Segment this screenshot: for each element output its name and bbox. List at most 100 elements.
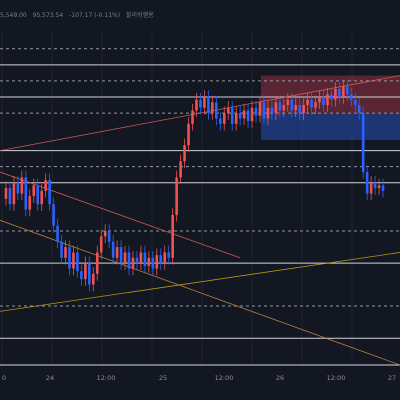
candle-body: [48, 180, 51, 205]
candle-body: [290, 99, 294, 111]
candle-body: [338, 88, 341, 97]
candle-body: [151, 257, 155, 269]
candle-body: [242, 110, 246, 119]
candle-body: [270, 107, 274, 114]
candle-body: [167, 252, 171, 258]
candle-body: [16, 182, 20, 194]
candle-body: [274, 102, 278, 114]
candle-body: [226, 107, 230, 114]
candle-body: [91, 273, 95, 285]
candle-body: [44, 180, 47, 191]
candle-body: [302, 105, 305, 114]
candle-body: [381, 185, 385, 191]
x-tick-label: 12:00: [215, 374, 234, 382]
candle-body: [131, 257, 135, 269]
candle-body: [95, 252, 99, 274]
candle-body: [334, 88, 337, 100]
candle-body: [111, 241, 115, 258]
candle-body: [119, 247, 123, 264]
candle-body: [369, 182, 373, 194]
candle-body: [298, 105, 301, 114]
candle-body: [195, 99, 198, 111]
candle-body: [377, 185, 381, 189]
candle-body: [60, 241, 63, 258]
candle-body: [159, 255, 163, 264]
candle-body: [294, 105, 298, 111]
candle-body: [238, 113, 242, 119]
candle-body: [12, 182, 16, 205]
price-header: 5,549.00 95,573.54 -107.17 (-0.11%) 블리쉬햄…: [0, 10, 158, 24]
candle-body: [64, 247, 67, 258]
candle-body: [56, 225, 59, 242]
candle-body: [115, 247, 119, 258]
price-change: -107.17 (-0.11%): [69, 12, 121, 19]
candle-body: [203, 97, 206, 108]
candle-body: [199, 99, 202, 108]
x-tick-label: 26: [276, 374, 284, 382]
candle-body: [76, 252, 79, 272]
trendline: [0, 75, 400, 151]
candle-body: [84, 263, 87, 280]
candle-body: [28, 196, 32, 210]
trendline: [0, 219, 400, 366]
candle-body: [135, 257, 139, 264]
x-tick-label: 12:00: [97, 374, 116, 382]
candle-body: [266, 107, 270, 119]
candle-body: [99, 236, 103, 253]
candle-body: [8, 188, 12, 205]
candle-body: [314, 102, 317, 108]
candle-body: [318, 97, 321, 103]
candle-body: [191, 110, 194, 124]
candle-body: [88, 263, 91, 285]
candle-body: [4, 188, 8, 199]
price-value-2: 95,573.54: [32, 12, 64, 19]
candle-body: [147, 257, 151, 266]
candle-body: [179, 161, 182, 178]
candle-body: [123, 252, 127, 264]
candle-body: [346, 86, 349, 95]
trendline: [0, 171, 241, 259]
candle-body: [234, 113, 238, 124]
candle-body: [183, 145, 186, 162]
candle-body: [163, 252, 167, 264]
candle-body: [36, 185, 40, 205]
candle-body: [306, 99, 309, 106]
candle-body: [357, 105, 361, 114]
candle-body: [342, 86, 345, 97]
candle-body: [155, 255, 159, 269]
candle-body: [254, 107, 258, 116]
candle-body: [246, 110, 250, 122]
candle-body: [353, 99, 357, 106]
candle-body: [373, 182, 377, 189]
candle-body: [286, 99, 290, 106]
candle-body: [211, 102, 214, 114]
x-tick-label: 24: [46, 374, 54, 382]
x-tick-label: 25: [159, 374, 167, 382]
candle-body: [278, 102, 282, 111]
candle-body: [282, 105, 286, 111]
price-value: 5,549.00: [0, 12, 27, 19]
candle-body: [365, 172, 369, 194]
candle-body: [218, 118, 222, 124]
x-tick-label: 27: [388, 374, 396, 382]
candle-body: [171, 214, 174, 258]
candle-body: [103, 231, 107, 237]
candle-body: [207, 97, 210, 114]
candle-body: [52, 204, 55, 226]
candle-body: [250, 107, 254, 122]
candle-body: [349, 94, 353, 100]
candle-body: [322, 97, 325, 106]
candle-body: [330, 94, 333, 100]
candle-body: [175, 177, 178, 215]
candle-body: [361, 113, 365, 173]
candle-body: [139, 252, 143, 264]
candle-body: [215, 102, 218, 119]
candle-body: [230, 107, 234, 124]
candle-body: [20, 177, 24, 194]
x-tick-label: 0: [2, 374, 6, 382]
zone-demand: [261, 113, 400, 140]
candle-body: [326, 94, 329, 106]
candle-body: [127, 252, 131, 269]
candle-body: [68, 247, 71, 269]
